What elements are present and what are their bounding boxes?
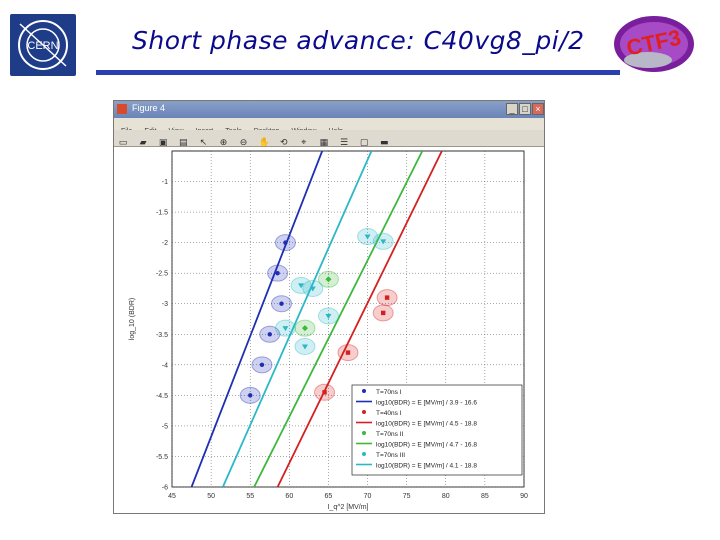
x-tick-label: 45 [168,493,176,500]
y-axis-label: log_10 (BDR) [129,298,136,340]
fit-line [222,151,373,487]
chart-svg: 45 50 55 60 65 70 75 80 85 90 -1 -1.5 -2 -2.5 -3 -3.5 -4… [129,150,528,511]
legend-entry: log10(BDR) = E [MV/m] / 4.1 - 18.8 [376,463,477,470]
x-tick-label: 80 [442,493,450,500]
y-tick-label: -6 [162,485,168,492]
data-point [298,283,305,289]
hide-icon[interactable]: ▢ [359,138,369,148]
legend-entry: log10(BDR) = E [MV/m] / 4.5 - 18.8 [376,421,477,428]
cern-logo: CERN [10,14,76,76]
legend-entry: log10(BDR) = E [MV/m] / 3.9 - 16.6 [376,400,477,407]
y-tick-label: -3 [162,301,168,308]
legend-entry: T=40ns I [376,410,402,417]
data-point [275,270,280,276]
y-tick-label: -2 [162,240,168,247]
legend-entry: T=70ns II [376,431,403,438]
save-icon[interactable]: ▣ [158,138,168,148]
data-point [325,276,332,283]
rotate-icon[interactable]: ⟲ [279,138,288,148]
y-tick-label: -5 [162,423,168,430]
data-point [283,240,288,245]
legend-marker [362,410,366,414]
cern-logo-text: CERN [27,40,58,52]
x-tick-label: 55 [246,493,254,500]
menu-bar: File Edit View Insert Tools Desktop Wind… [114,118,544,135]
ctf3-logo: CTF3 [608,10,700,80]
print-icon[interactable]: ▤ [179,138,188,148]
fit-line [190,151,324,487]
y-tick-label: -5.5 [156,454,168,461]
slide-title: Short phase advance: C40vg8_pi/2 [132,26,585,55]
data-point [301,325,308,332]
data-point [282,326,289,332]
data-point [364,234,371,240]
data-point [380,239,387,245]
legend-entry: log10(BDR) = E [MV/m] / 4.7 - 16.8 [376,442,477,449]
data-point [259,362,265,368]
data-point [325,313,332,319]
window-title: Figure 4 [132,103,166,113]
y-tick-label: -1 [162,179,168,186]
data-point [322,390,327,395]
data-point [381,310,386,316]
legend-marker [362,452,366,456]
close-button[interactable]: × [532,103,544,115]
title-rule [96,70,620,75]
legend-box [351,384,523,476]
show-icon[interactable]: ▬ [379,138,389,148]
x-tick-label: 90 [520,493,528,500]
data-point [301,344,308,350]
x-tick-label: 65 [325,493,333,500]
zoom-in-icon[interactable]: ⊕ [219,138,228,148]
data-point [309,286,316,292]
legend-icon[interactable]: ☰ [339,138,349,148]
fit-line [253,151,424,487]
data-point [279,301,284,306]
data-cursor-icon[interactable]: ⌖ [301,138,307,148]
open-icon[interactable]: ▰ [139,138,147,148]
legend-entry: T=70ns I [376,389,402,396]
y-tick-label: -3.5 [156,332,168,339]
maximize-button[interactable]: □ [519,103,531,115]
fit-line [276,151,443,487]
x-tick-label: 75 [403,493,411,500]
minimize-button[interactable]: _ [506,103,518,115]
x-tick-label: 50 [207,493,215,500]
x-tick-label: 70 [364,493,372,500]
window-titlebar[interactable]: Figure 4 _ □ × [114,101,544,118]
data-point [267,332,272,337]
zoom-out-icon[interactable]: ⊖ [239,138,248,148]
figure-window: Figure 4 _ □ × File Edit View Insert Too… [113,100,545,514]
legend-marker [362,431,366,435]
x-tick-label: 60 [285,493,293,500]
colorbar-icon[interactable]: ▦ [319,138,329,148]
data-point [345,350,351,355]
x-tick-label: 85 [481,493,489,500]
y-tick-label: -4 [162,362,168,369]
plot-area: 45 50 55 60 65 70 75 80 85 90 -1 -1.5 -2 -2.5 -3 -3.5 -4… [114,147,544,513]
matlab-icon [117,104,127,114]
data-point [248,393,253,398]
data-point [384,295,390,300]
arrow-icon[interactable]: ↖ [199,138,208,148]
y-tick-label: -4.5 [156,393,168,400]
legend-marker [362,389,366,393]
x-axis-label: I_q^2 [MV/m] [327,504,368,511]
y-tick-label: -2.5 [156,271,168,278]
pan-icon[interactable]: ✋ [258,138,270,148]
new-file-icon[interactable]: ▭ [118,138,128,148]
legend-entry: T=70ns III [376,452,405,459]
toolbar: ▭ ▰ ▣ ▤ ↖ ⊕ ⊖ ✋ ⟲ ⌖ ▦ ☰ ▢ ▬ [114,130,544,148]
y-tick-label: -1.5 [156,210,168,217]
